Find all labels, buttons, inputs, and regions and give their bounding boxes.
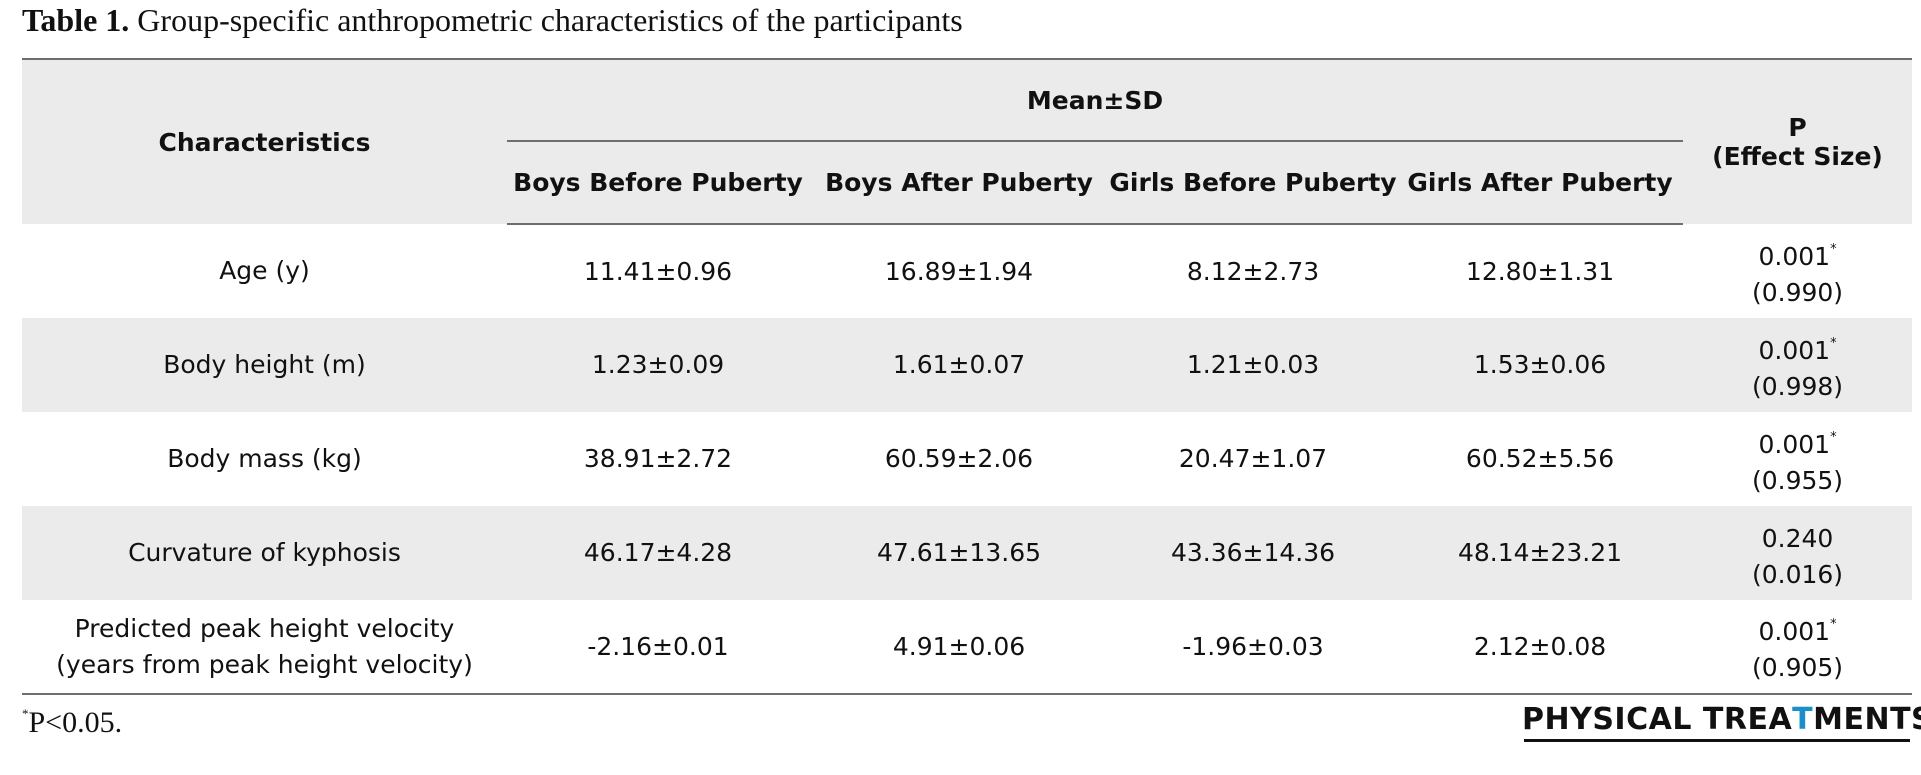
cell-value: 38.91±2.72 bbox=[583, 444, 733, 473]
cell-value: 20.47±1.07 bbox=[1178, 444, 1328, 473]
cell-value: 2.12±0.08 bbox=[1397, 600, 1684, 695]
row-label: Age (y) bbox=[22, 224, 507, 318]
cell-value: 11.41±0.96 bbox=[583, 256, 733, 286]
cell-value: 60.52±5.56 bbox=[1465, 444, 1615, 473]
journal-logo: PHYSICAL TREATMENTS bbox=[1522, 702, 1921, 742]
p-number: 0.240 bbox=[1761, 523, 1834, 553]
logo-underline bbox=[1524, 739, 1910, 742]
cell-value: 12.80±1.31 bbox=[1465, 256, 1615, 286]
row-label-line1: Curvature of kyphosis bbox=[128, 538, 401, 567]
p-value: 0.240 bbox=[1683, 514, 1912, 557]
footnote-marker: * bbox=[22, 706, 29, 721]
header-row-2: Boys Before Puberty Boys After Puberty G… bbox=[22, 142, 1913, 225]
p-number: 0.001 bbox=[1758, 335, 1831, 365]
effect-size: (0.990) bbox=[1751, 277, 1844, 307]
cell-value: 8.12±2.73 bbox=[1186, 256, 1320, 286]
p-value: 0.001* bbox=[1683, 607, 1912, 650]
cell-value: 1.23±0.09 bbox=[591, 350, 725, 379]
row-label-line1: Age (y) bbox=[219, 256, 310, 285]
cell-p-effect: 0.001* (0.990) bbox=[1683, 224, 1912, 318]
row-label: Curvature of kyphosis bbox=[22, 506, 507, 600]
row-label-line1: Predicted peak height velocity bbox=[74, 613, 455, 643]
cell-p-effect: 0.240 (0.016) bbox=[1683, 506, 1912, 600]
cell-value: 46.17±4.28 bbox=[583, 538, 733, 567]
cell-value: 60.59±2.06 bbox=[884, 444, 1034, 473]
cell-value: -2.16±0.01 bbox=[507, 600, 809, 695]
cell-value: 1.53±0.06 bbox=[1473, 350, 1607, 379]
p-value: 0.001* bbox=[1683, 232, 1912, 275]
row-label: Body height (m) bbox=[22, 318, 507, 412]
cell-value: 43.36±14.36 bbox=[1170, 538, 1336, 567]
cell-p-effect: 0.001* (0.998) bbox=[1683, 318, 1912, 412]
header-boys-after: Boys After Puberty bbox=[809, 142, 1109, 225]
cell-p-effect: 0.001* (0.905) bbox=[1683, 600, 1913, 695]
footnote-text: P<0.05. bbox=[28, 706, 123, 739]
table-row: Age (y) 11.41±0.96 16.89±1.94 8.12±2.73 … bbox=[22, 224, 1912, 318]
header-girls-after: Girls After Puberty bbox=[1397, 142, 1684, 225]
p-number: 0.001 bbox=[1758, 429, 1831, 459]
significance-marker: * bbox=[1830, 617, 1837, 632]
table-footnote: *P<0.05. bbox=[22, 706, 122, 740]
table-row: Curvature of kyphosis 46.17±4.28 47.61±1… bbox=[22, 506, 1913, 600]
cell-value: 1.21±0.03 bbox=[1186, 350, 1320, 379]
logo-text-part2: MENTS bbox=[1813, 702, 1921, 737]
cell-value: 16.89±1.94 bbox=[884, 256, 1034, 286]
effect-size: (0.905) bbox=[1751, 653, 1844, 682]
header-group-mean-sd: Mean±SD bbox=[507, 59, 1684, 142]
row-label-line1: Body height (m) bbox=[163, 350, 366, 379]
cell-p-effect: 0.001* (0.955) bbox=[1683, 412, 1912, 506]
effect-size: (0.998) bbox=[1751, 371, 1844, 401]
header-girls-before: Girls Before Puberty bbox=[1109, 142, 1397, 225]
table-row: Body mass (kg) 38.91±2.72 60.59±2.06 20.… bbox=[22, 412, 1912, 506]
p-number: 0.001 bbox=[1758, 241, 1831, 271]
p-value: 0.001* bbox=[1683, 420, 1912, 463]
table-row: Predicted peak height velocity (years fr… bbox=[22, 600, 1913, 695]
cell-value: -1.96±0.03 bbox=[1109, 600, 1397, 695]
p-number: 0.001 bbox=[1758, 617, 1831, 646]
row-label-line1: Body mass (kg) bbox=[167, 444, 362, 473]
header-characteristics: Characteristics bbox=[158, 127, 371, 157]
header-boys-before: Boys Before Puberty bbox=[507, 142, 809, 225]
header-group-label: Mean±SD bbox=[1026, 86, 1164, 115]
significance-marker: * bbox=[1830, 241, 1837, 257]
effect-size: (0.016) bbox=[1751, 559, 1844, 589]
cell-value: 4.91±0.06 bbox=[809, 600, 1109, 695]
caption-label: Table 1. bbox=[22, 2, 130, 38]
header-p-line2: (Effect Size) bbox=[1712, 142, 1883, 171]
table-caption: Table 1. Group-specific anthropometric c… bbox=[22, 0, 963, 40]
row-label-line2: (years from peak height velocity) bbox=[56, 649, 473, 679]
header-p-line1: P bbox=[1788, 113, 1807, 142]
logo-text-part1: PHYSICAL TREA bbox=[1522, 702, 1793, 737]
effect-size: (0.955) bbox=[1751, 465, 1844, 495]
group-divider bbox=[507, 139, 1684, 142]
significance-marker: * bbox=[1830, 335, 1837, 351]
cell-value: 48.14±23.21 bbox=[1457, 538, 1623, 567]
data-table: Characteristics Mean±SD P (Effect Size) … bbox=[22, 58, 1913, 695]
p-value: 0.001* bbox=[1683, 326, 1912, 369]
caption-title: Group-specific anthropometric characteri… bbox=[137, 2, 963, 38]
cell-value: 1.61±0.07 bbox=[892, 350, 1026, 379]
header-p-effect-size: P (Effect Size) bbox=[1683, 59, 1912, 224]
cell-value: 47.61±13.65 bbox=[876, 538, 1042, 567]
table-row: Body height (m) 1.23±0.09 1.61±0.07 1.21… bbox=[22, 318, 1913, 412]
significance-marker: * bbox=[1830, 429, 1837, 445]
row-label: Predicted peak height velocity (years fr… bbox=[22, 600, 507, 695]
row-label: Body mass (kg) bbox=[22, 412, 507, 506]
logo-figure-icon: T bbox=[1792, 702, 1814, 737]
header-row-1: Characteristics Mean±SD P (Effect Size) bbox=[22, 59, 1913, 171]
